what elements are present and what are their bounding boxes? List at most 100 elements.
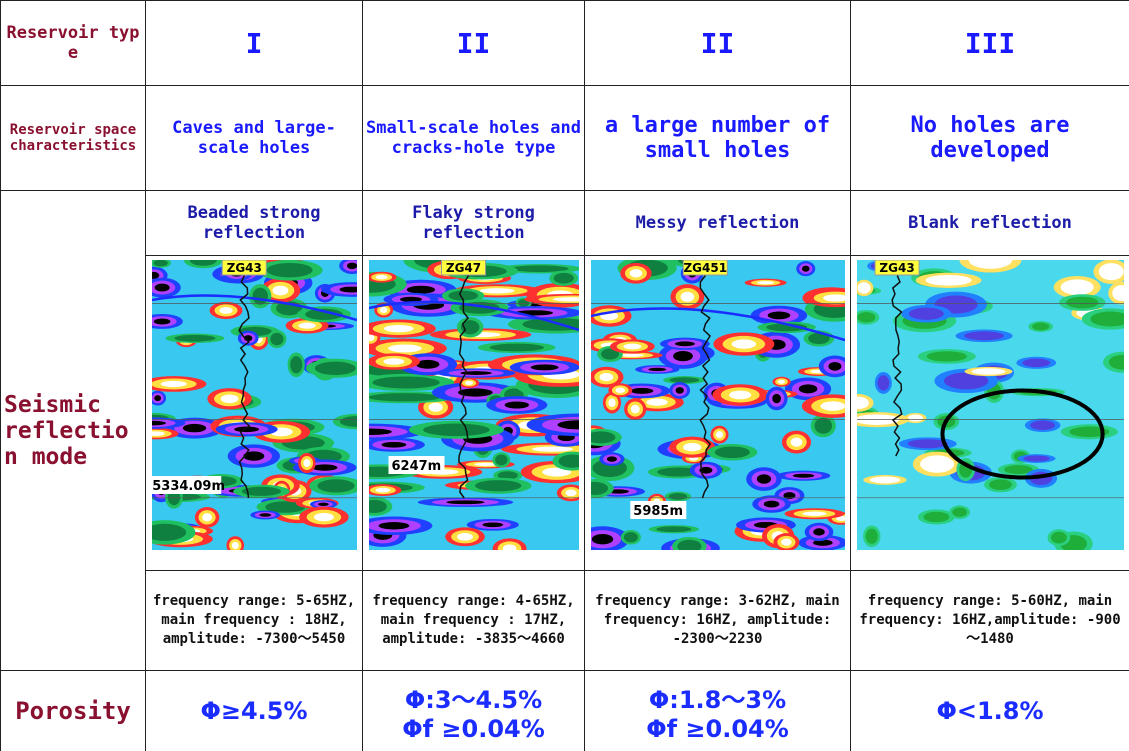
reflection-blob bbox=[606, 456, 617, 462]
reflection-blob bbox=[312, 464, 338, 471]
reflection-blob bbox=[553, 272, 574, 284]
reflection-blob bbox=[767, 311, 791, 320]
reflection-blob bbox=[1023, 455, 1050, 462]
well-trace bbox=[699, 269, 712, 499]
reflection-blob bbox=[1050, 531, 1067, 544]
reflection-blob bbox=[798, 384, 818, 394]
reflection-blob bbox=[270, 332, 284, 346]
reflection-blob bbox=[964, 331, 1005, 341]
reflection-blob bbox=[865, 528, 878, 544]
well-label: ZG43 bbox=[227, 261, 262, 275]
reflection-blob bbox=[677, 539, 702, 550]
seismic-title: Flaky strong reflection bbox=[362, 190, 585, 256]
reflection-blob bbox=[259, 513, 272, 517]
reflection-blob bbox=[339, 416, 357, 427]
reflection-blob bbox=[243, 451, 265, 461]
reflection-blob bbox=[369, 393, 441, 402]
reflection-blob bbox=[379, 306, 388, 314]
reservoir-type: II bbox=[584, 0, 851, 86]
reservoir-type: III bbox=[850, 0, 1129, 86]
reflection-blob bbox=[943, 372, 989, 390]
reflection-blob bbox=[756, 474, 772, 484]
well-label-box bbox=[874, 260, 920, 276]
reflection-blob bbox=[630, 404, 640, 414]
reflection-blob bbox=[423, 423, 490, 437]
porosity: Φ:1.8～3% Φf ≥0.04% bbox=[584, 670, 851, 751]
reflection-blob bbox=[502, 544, 517, 550]
depth-label: 5985m bbox=[633, 504, 683, 519]
reflection-blob bbox=[383, 324, 414, 333]
reflection-blob bbox=[646, 398, 668, 406]
reflection-blob bbox=[1060, 279, 1094, 296]
reflection-blob bbox=[154, 395, 162, 402]
reservoir-type: II bbox=[362, 0, 585, 86]
reflection-blob bbox=[813, 539, 833, 546]
reflection-blob bbox=[448, 290, 478, 301]
table-row: Seismic reflection mode Beaded strong ref… bbox=[0, 190, 1129, 671]
reflection-blob bbox=[378, 522, 410, 530]
reflection-blob bbox=[1108, 354, 1124, 370]
reflection-blob bbox=[591, 481, 609, 495]
reflection-blob bbox=[400, 296, 423, 303]
reflection-blob bbox=[1004, 465, 1033, 474]
reflection-blob bbox=[618, 353, 644, 357]
reflection-blob bbox=[265, 501, 306, 513]
depth-label-box bbox=[630, 501, 687, 519]
frequency-text: frequency range: 3-62HZ, main frequency:… bbox=[584, 570, 851, 671]
reflection-blob bbox=[1090, 311, 1124, 327]
reflection-blob bbox=[772, 393, 781, 404]
seismic-image: ZG43 5334.09m bbox=[152, 260, 357, 550]
reflection-blob bbox=[415, 359, 440, 369]
reflection-blob bbox=[530, 364, 559, 371]
porosity-line: Φf ≥0.04% bbox=[646, 714, 789, 743]
reflection-blob bbox=[675, 387, 684, 394]
reflection-blob bbox=[968, 260, 1013, 269]
reflection-blob bbox=[699, 466, 713, 474]
reflection-blob bbox=[820, 401, 845, 411]
reflection-blob bbox=[153, 260, 168, 267]
highlight-circle bbox=[940, 388, 1105, 480]
reflection-blob bbox=[375, 275, 388, 280]
reflection-blob bbox=[231, 541, 239, 550]
reflection-blob bbox=[757, 281, 774, 285]
reflection-blob bbox=[1030, 420, 1056, 431]
seismic-image: ZG43 bbox=[857, 260, 1124, 550]
reflection-blob bbox=[557, 420, 579, 430]
reflection-blob bbox=[615, 387, 626, 394]
table-row: ZG43 5334.09m ZG47 6247m ZG451 5985m ZG43 bbox=[1, 255, 1129, 571]
reflection-blob bbox=[790, 437, 803, 447]
reflection-blob bbox=[305, 308, 343, 320]
reflection-blob bbox=[657, 467, 700, 477]
space-characteristics: No holes are developed bbox=[850, 85, 1129, 191]
reflection-blob bbox=[673, 350, 693, 362]
reflection-blob bbox=[823, 294, 845, 302]
horizon bbox=[591, 307, 845, 342]
reflection-blob bbox=[674, 341, 695, 347]
reflection-blob bbox=[629, 269, 643, 278]
reflection-blob bbox=[792, 473, 815, 478]
reflection-blob bbox=[989, 479, 1012, 490]
reflection-blob bbox=[608, 398, 616, 407]
porosity: Φ≥4.5% bbox=[145, 670, 363, 751]
well-trace bbox=[891, 269, 903, 457]
reflection-blob bbox=[313, 512, 334, 522]
reflection-blob bbox=[907, 414, 924, 422]
reflection-blob bbox=[314, 361, 356, 376]
seismic-cell: ZG47 6247m bbox=[362, 255, 585, 571]
depth-label: 5334.09m bbox=[152, 479, 225, 494]
reflection-blob bbox=[591, 534, 614, 545]
reflection-blob bbox=[219, 307, 233, 314]
reflection-blob bbox=[272, 285, 289, 296]
reflection-blob bbox=[518, 299, 530, 307]
porosity-line: Φ:3～4.5% bbox=[404, 685, 543, 714]
reflection-blob bbox=[369, 428, 392, 435]
reflection-blob bbox=[877, 375, 890, 391]
reflection-blob bbox=[1098, 263, 1124, 281]
reflection-blob bbox=[907, 439, 948, 449]
reflection-blob bbox=[497, 471, 518, 480]
reflection-blob bbox=[925, 274, 972, 286]
reflection-blob bbox=[182, 423, 207, 433]
seismic-title: Blank reflection bbox=[850, 190, 1129, 256]
reflection-blob bbox=[152, 271, 160, 279]
reflection-blob bbox=[154, 283, 170, 292]
